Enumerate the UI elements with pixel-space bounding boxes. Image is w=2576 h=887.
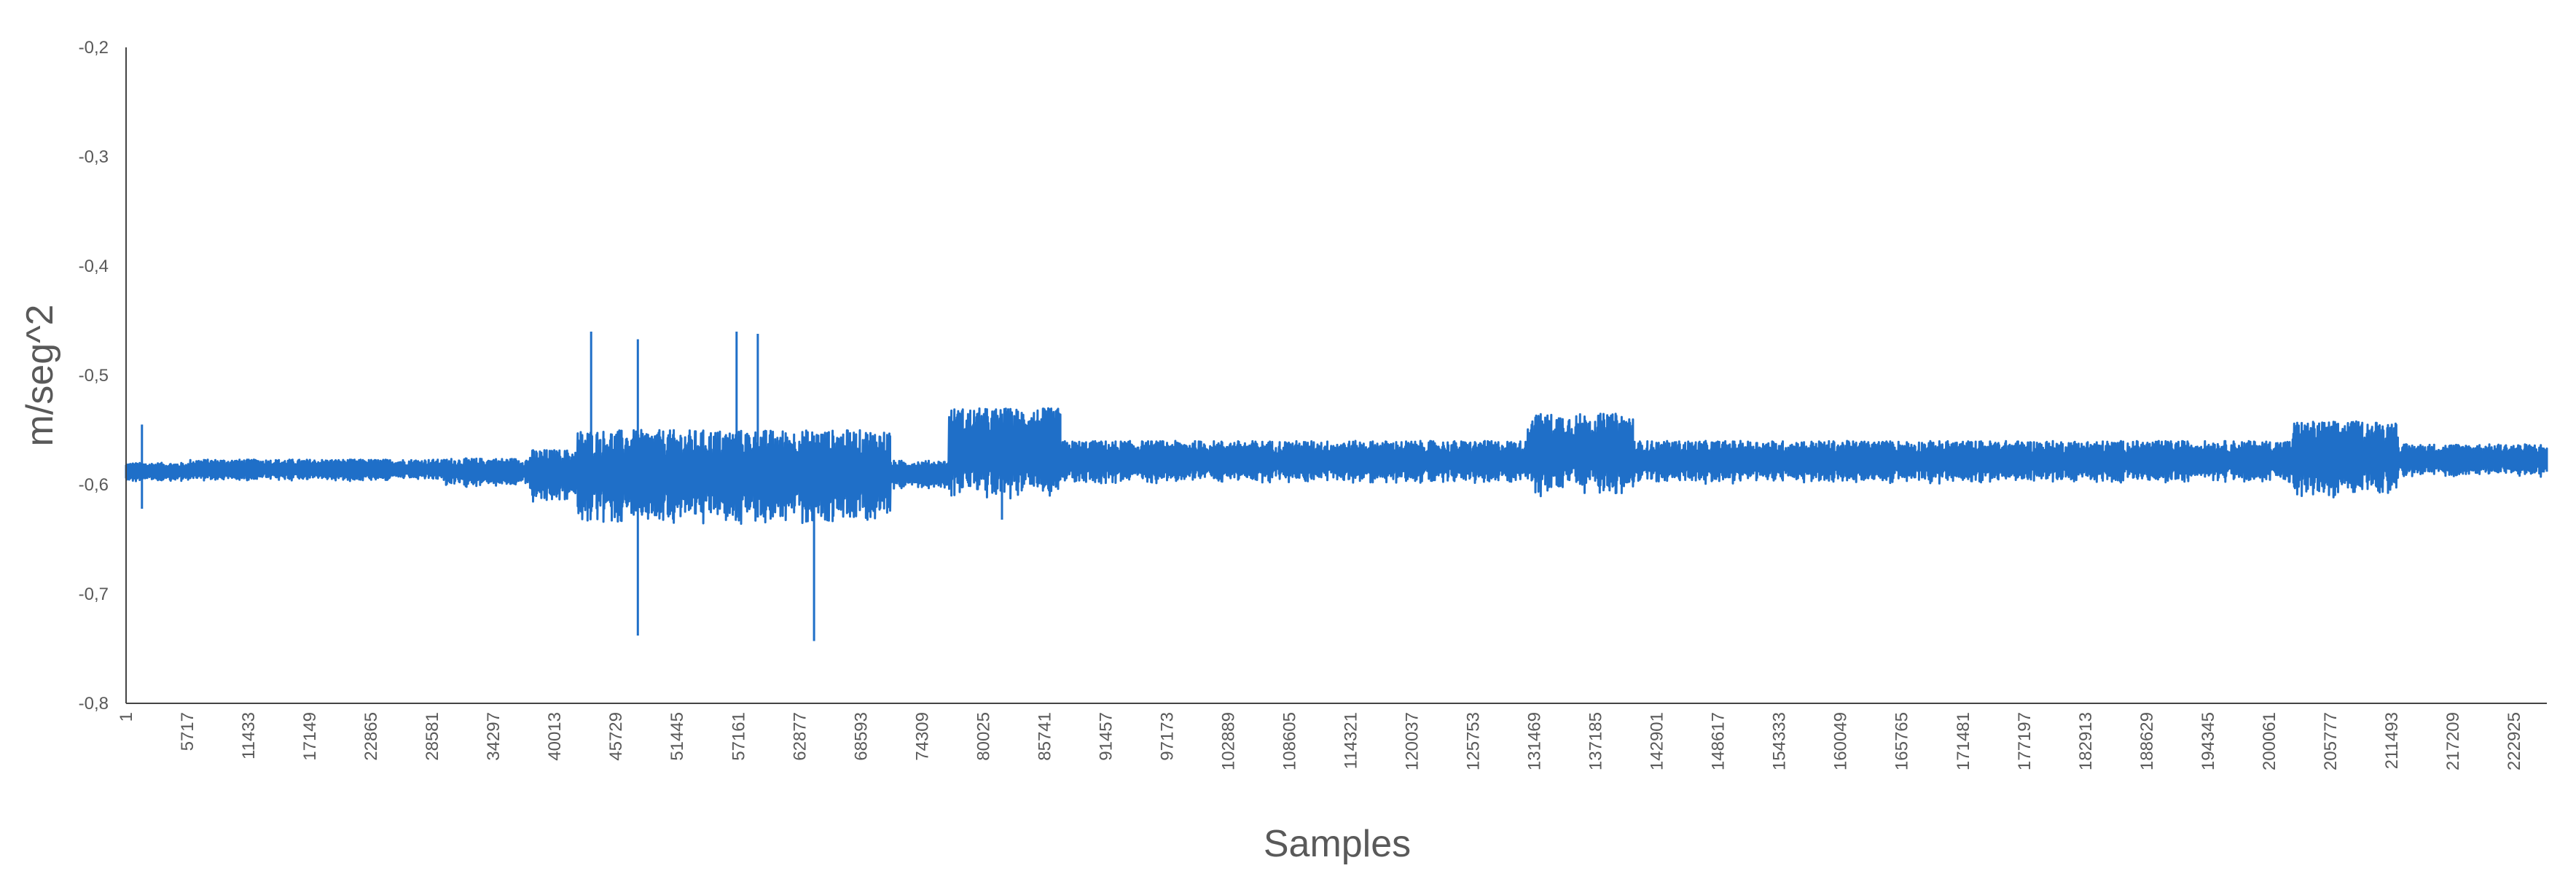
x-tick-label: 17149	[300, 712, 320, 761]
x-tick-label: 188629	[2137, 712, 2157, 770]
x-tick-label: 154333	[1770, 712, 1790, 770]
y-tick-label: -0,6	[79, 475, 109, 495]
x-tick-label: 40013	[545, 712, 565, 761]
plot-area	[125, 332, 2548, 641]
x-tick-label: 142901	[1648, 712, 1667, 770]
x-tick-label: 171481	[1954, 712, 1973, 770]
x-tick-label: 120037	[1403, 712, 1422, 770]
y-tick-label: -0,2	[79, 38, 109, 58]
x-axis-title: Samples	[1264, 823, 1411, 865]
y-tick-label: -0,4	[79, 257, 109, 276]
x-tick-label: 45729	[606, 712, 626, 761]
x-tick-label: 200061	[2260, 712, 2279, 770]
series-line-0	[125, 332, 2548, 641]
x-tick-label: 217209	[2443, 712, 2463, 770]
x-tick-label: 11433	[239, 712, 259, 759]
x-tick-label: 51445	[668, 712, 687, 761]
x-tick-label: 205777	[2321, 712, 2341, 770]
x-tick-label: 22865	[361, 712, 381, 761]
x-tick-label: 5717	[178, 712, 197, 751]
x-tick-label: 57161	[729, 712, 748, 761]
x-tick-label: 131469	[1525, 712, 1545, 770]
y-tick-label: -0,7	[79, 585, 109, 604]
x-tick-label: 194345	[2199, 712, 2218, 770]
x-tick-label: 97173	[1157, 712, 1177, 761]
y-axis-tick-labels: -0,2 -0,3 -0,4 -0,5 -0,6 -0,7 -0,8	[79, 38, 109, 714]
x-tick-label: 80025	[974, 712, 993, 761]
x-tick-label: 91457	[1096, 712, 1116, 761]
x-tick-label: 114321	[1342, 712, 1361, 769]
x-tick-label: 177197	[2015, 712, 2035, 770]
y-tick-label: -0,3	[79, 147, 109, 167]
x-tick-label: 108605	[1280, 712, 1299, 770]
x-tick-label: 182913	[2076, 712, 2096, 770]
x-tick-label: 102889	[1218, 712, 1238, 770]
x-tick-label: 137185	[1586, 712, 1606, 770]
x-tick-label: 62877	[790, 712, 810, 761]
x-tick-label: 125753	[1464, 712, 1484, 770]
x-tick-label: 222925	[2505, 712, 2524, 770]
y-axis-title: m/seg^2	[19, 305, 61, 447]
x-tick-label: 160049	[1831, 712, 1851, 770]
x-tick-label: 1	[117, 712, 136, 722]
x-axis-tick-labels: 1 5717 11433 17149 22865 28581 34297 40013 45729…	[117, 712, 2524, 770]
y-tick-label: -0,8	[79, 694, 109, 714]
x-tick-label: 34297	[484, 712, 504, 761]
x-tick-label: 68593	[851, 712, 871, 761]
x-tick-label: 74309	[912, 712, 932, 761]
x-tick-label: 165765	[1892, 712, 1912, 770]
x-tick-label: 211493	[2382, 712, 2402, 769]
y-tick-label: -0,5	[79, 366, 109, 386]
x-tick-label: 28581	[423, 712, 442, 761]
x-tick-label: 85741	[1035, 712, 1054, 761]
x-tick-label: 148617	[1709, 712, 1729, 770]
